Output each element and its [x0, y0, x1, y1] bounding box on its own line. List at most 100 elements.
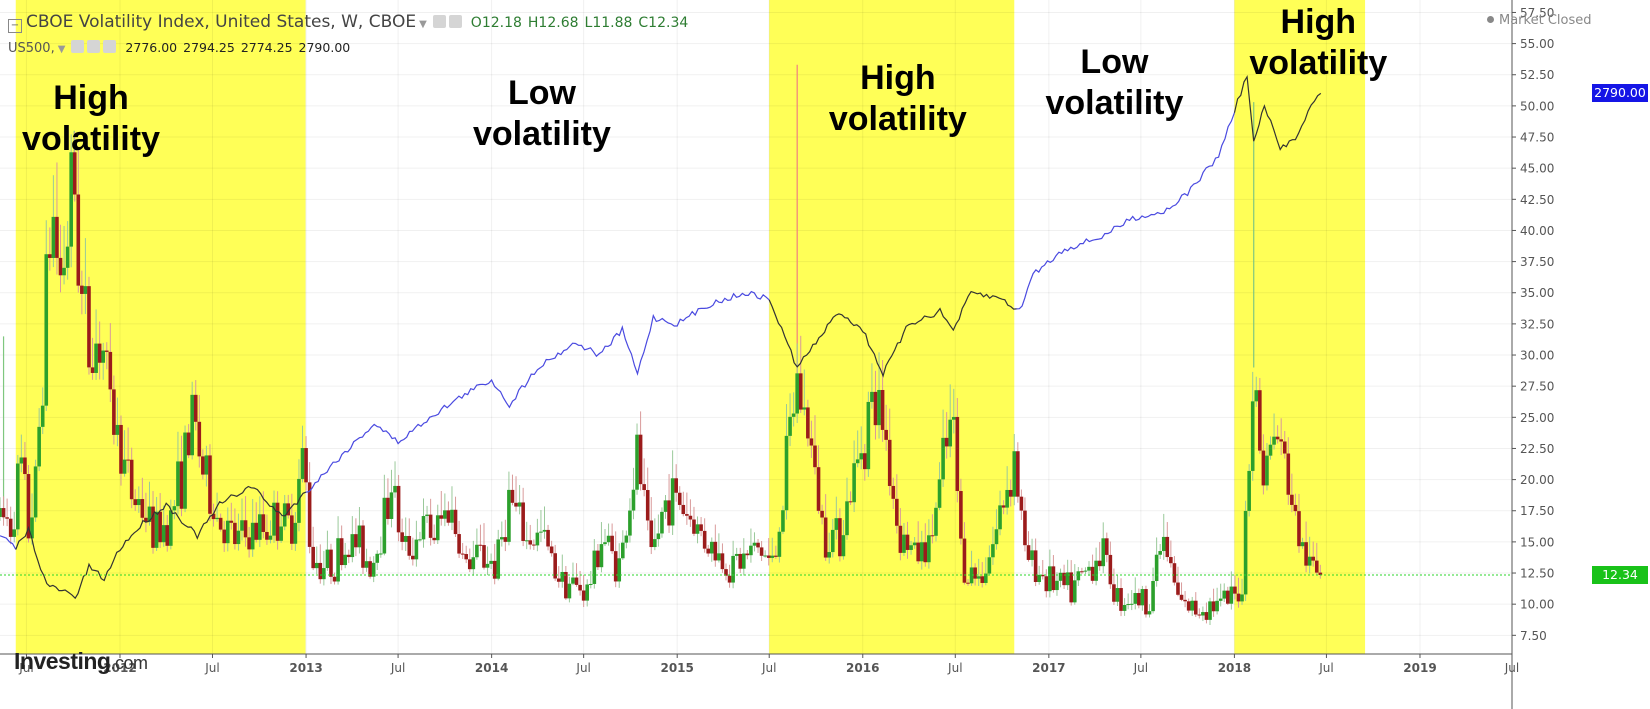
- candle-body: [1290, 494, 1294, 505]
- candle-body: [574, 577, 579, 585]
- candle-body: [286, 503, 291, 516]
- y-tick-label: 17.50: [1520, 504, 1554, 518]
- candle-body: [524, 540, 529, 542]
- candle-body: [852, 463, 856, 503]
- close-icon[interactable]: [103, 40, 117, 53]
- candle-body: [653, 539, 657, 548]
- candle-body: [265, 531, 269, 540]
- candle-body: [1058, 572, 1063, 581]
- candle-body: [1176, 582, 1180, 595]
- candle-body: [941, 437, 945, 480]
- candle-body: [791, 413, 796, 417]
- candle-body: [585, 584, 590, 601]
- candle-body: [396, 485, 401, 533]
- candle-body: [169, 510, 173, 546]
- candle-body: [517, 502, 522, 507]
- candle-body: [236, 530, 241, 545]
- candle-body: [649, 520, 654, 548]
- y-tick-label: 37.50: [1520, 255, 1554, 269]
- candle-body: [1318, 572, 1323, 576]
- candle-body: [912, 542, 917, 546]
- candle-body: [1083, 570, 1088, 572]
- candle-body: [1076, 571, 1081, 581]
- candle-body: [485, 563, 490, 568]
- candle-body: [403, 535, 408, 542]
- candle-body: [1133, 593, 1138, 604]
- candle-body: [617, 558, 622, 582]
- candle-body: [421, 516, 426, 540]
- candle-body: [1137, 593, 1141, 606]
- eye-icon[interactable]: [432, 15, 446, 28]
- logo-suffix: .com: [110, 653, 148, 673]
- candle-body: [496, 539, 501, 579]
- candle-body: [151, 506, 155, 548]
- candle-body: [969, 567, 974, 584]
- candle-body: [674, 478, 678, 493]
- candle-body: [731, 555, 735, 583]
- chart-header: − CBOE Volatility Index, United States, W…: [8, 12, 688, 33]
- candle-body: [898, 525, 903, 553]
- y-tick-label: 50.00: [1520, 99, 1554, 113]
- candle-body: [368, 561, 372, 577]
- candle-body: [635, 434, 639, 490]
- candle-body: [631, 489, 636, 511]
- candle-body: [193, 394, 198, 422]
- candle-body: [439, 515, 444, 519]
- candle-body: [407, 535, 412, 556]
- candle-body: [364, 561, 369, 568]
- candle-body: [218, 517, 223, 530]
- candle-body: [346, 554, 351, 558]
- candle-body: [233, 522, 237, 545]
- candle-body: [222, 529, 227, 544]
- x-tick-label: 2016: [846, 661, 879, 675]
- candle-body: [1147, 611, 1152, 615]
- chevron-down-icon[interactable]: ▼: [419, 19, 427, 30]
- candle-body: [841, 535, 846, 557]
- candle-body: [1229, 586, 1234, 604]
- candle-body: [816, 467, 821, 511]
- candle-body: [838, 518, 842, 557]
- candle-body: [1158, 551, 1162, 555]
- candle-body: [891, 485, 896, 499]
- candle-body: [717, 553, 721, 561]
- y-tick-label: 52.50: [1520, 68, 1554, 82]
- compare-symbol[interactable]: US500,: [8, 41, 55, 56]
- candle-body: [1112, 584, 1116, 602]
- candle-body: [951, 416, 956, 420]
- eye-icon[interactable]: [71, 40, 85, 53]
- candle-body: [172, 506, 177, 511]
- candle-body: [610, 535, 614, 552]
- candle-body: [147, 506, 152, 522]
- candle-body: [76, 194, 81, 286]
- candle-body: [375, 553, 380, 563]
- candle-body: [699, 524, 703, 531]
- candle-body: [126, 459, 130, 461]
- candle-body: [528, 540, 533, 545]
- candle-body: [140, 499, 145, 518]
- candle-body: [766, 555, 771, 558]
- candle-body: [656, 533, 661, 540]
- candle-body: [290, 515, 294, 544]
- candle-body: [859, 453, 864, 460]
- candle-body: [1186, 601, 1191, 611]
- chevron-down-icon[interactable]: ▼: [57, 44, 66, 55]
- candle-body: [1040, 574, 1045, 577]
- candle-body: [450, 509, 454, 523]
- candle-body: [51, 216, 56, 258]
- candle-body: [329, 549, 333, 577]
- collapse-icon[interactable]: −: [8, 19, 22, 33]
- candle-body: [1001, 505, 1006, 508]
- gridlines: [0, 0, 1513, 654]
- candle-body: [784, 435, 789, 511]
- symbol-title[interactable]: CBOE Volatility Index, United States, W,…: [26, 12, 417, 32]
- settings-icon[interactable]: [448, 15, 462, 28]
- candle-body: [987, 557, 992, 574]
- candle-body: [350, 534, 355, 558]
- us500-segment-5: [1233, 74, 1322, 151]
- candle-body: [1033, 550, 1038, 583]
- candle-body: [592, 550, 597, 584]
- settings-icon[interactable]: [87, 40, 101, 53]
- candle-body: [386, 497, 390, 519]
